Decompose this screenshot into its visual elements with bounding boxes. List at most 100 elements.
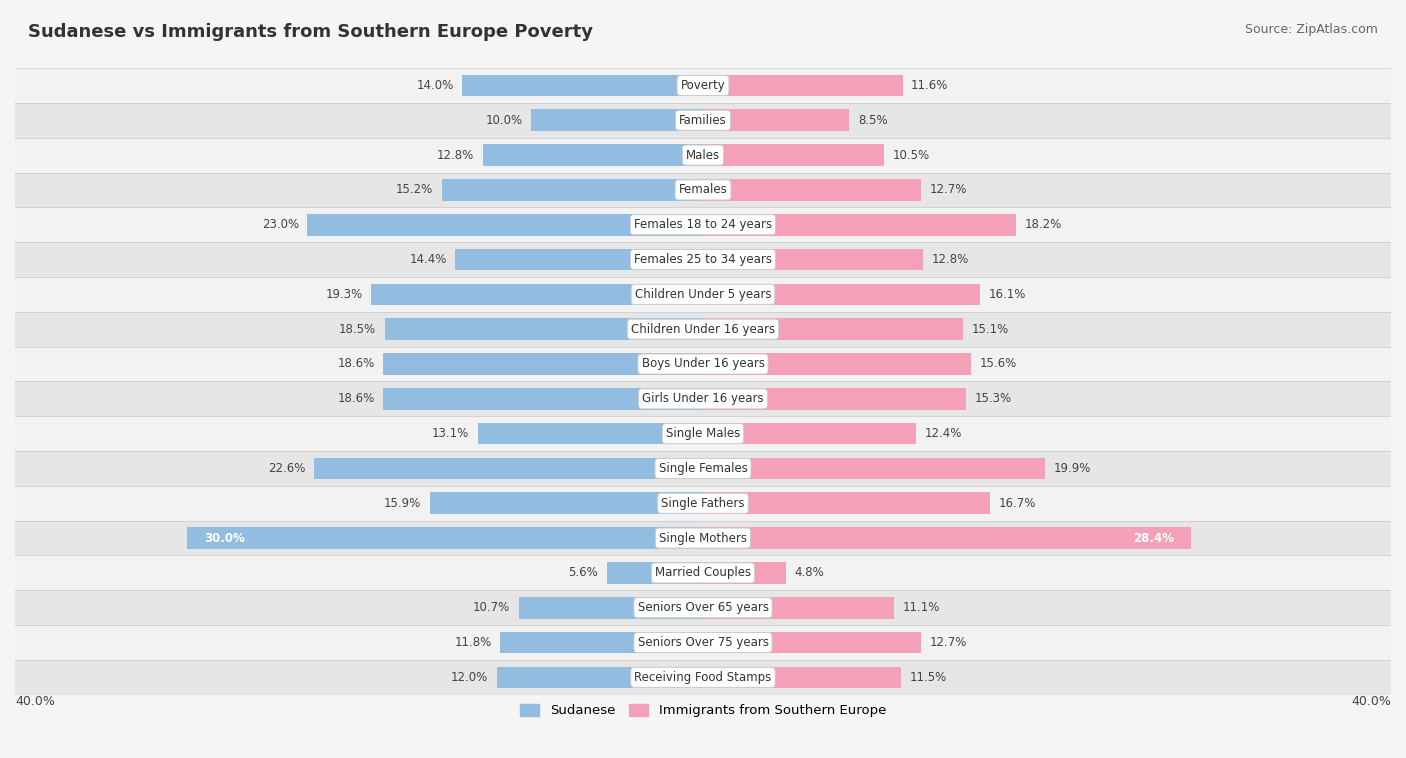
Text: 12.0%: 12.0% (451, 671, 488, 684)
Text: 30.0%: 30.0% (204, 531, 245, 544)
Text: Single Fathers: Single Fathers (661, 496, 745, 510)
Bar (482, 144, 703, 166)
Bar (15, 103, 1391, 138)
Text: Poverty: Poverty (681, 79, 725, 92)
Text: Receiving Food Stamps: Receiving Food Stamps (634, 671, 772, 684)
Bar (703, 179, 921, 201)
Bar (496, 666, 703, 688)
Text: Married Couples: Married Couples (655, 566, 751, 579)
Text: Females 18 to 24 years: Females 18 to 24 years (634, 218, 772, 231)
Text: 18.5%: 18.5% (339, 323, 377, 336)
Text: 10.7%: 10.7% (472, 601, 510, 614)
Bar (15, 68, 1391, 103)
Bar (315, 458, 703, 479)
Text: 8.5%: 8.5% (858, 114, 887, 127)
Legend: Sudanese, Immigrants from Southern Europe: Sudanese, Immigrants from Southern Europ… (515, 699, 891, 722)
Bar (187, 528, 703, 549)
Bar (441, 179, 703, 201)
Text: Girls Under 16 years: Girls Under 16 years (643, 393, 763, 406)
Bar (463, 75, 703, 96)
Text: 13.1%: 13.1% (432, 427, 470, 440)
Bar (703, 493, 990, 514)
Text: Seniors Over 75 years: Seniors Over 75 years (637, 636, 769, 649)
Text: Boys Under 16 years: Boys Under 16 years (641, 358, 765, 371)
Bar (385, 318, 703, 340)
Bar (382, 388, 703, 409)
Text: Females 25 to 34 years: Females 25 to 34 years (634, 253, 772, 266)
Text: 19.9%: 19.9% (1054, 462, 1091, 475)
Bar (703, 318, 963, 340)
Bar (371, 283, 703, 305)
Bar (703, 423, 917, 444)
Text: 18.2%: 18.2% (1025, 218, 1062, 231)
Bar (15, 346, 1391, 381)
Bar (703, 353, 972, 374)
Text: 40.0%: 40.0% (15, 695, 55, 709)
Text: 15.6%: 15.6% (980, 358, 1017, 371)
Text: Single Males: Single Males (666, 427, 740, 440)
Bar (382, 353, 703, 374)
Bar (703, 75, 903, 96)
Bar (15, 242, 1391, 277)
Bar (501, 631, 703, 653)
Text: Families: Families (679, 114, 727, 127)
Text: 15.2%: 15.2% (395, 183, 433, 196)
Text: 15.1%: 15.1% (972, 323, 1008, 336)
Text: 19.3%: 19.3% (325, 288, 363, 301)
Text: 14.4%: 14.4% (409, 253, 447, 266)
Text: Children Under 5 years: Children Under 5 years (634, 288, 772, 301)
Bar (519, 597, 703, 619)
Bar (15, 451, 1391, 486)
Bar (308, 214, 703, 236)
Text: 18.6%: 18.6% (337, 358, 374, 371)
Text: 28.4%: 28.4% (1133, 531, 1174, 544)
Bar (703, 249, 924, 271)
Bar (15, 381, 1391, 416)
Bar (703, 528, 1191, 549)
Bar (15, 660, 1391, 695)
Bar (606, 562, 703, 584)
Bar (429, 493, 703, 514)
Bar (15, 625, 1391, 660)
Bar (703, 597, 894, 619)
Bar (703, 109, 849, 131)
Text: 40.0%: 40.0% (1351, 695, 1391, 709)
Text: 12.4%: 12.4% (925, 427, 962, 440)
Bar (15, 312, 1391, 346)
Text: 12.8%: 12.8% (437, 149, 474, 161)
Text: Seniors Over 65 years: Seniors Over 65 years (637, 601, 769, 614)
Bar (15, 486, 1391, 521)
Text: 14.0%: 14.0% (416, 79, 454, 92)
Bar (703, 214, 1017, 236)
Text: 11.5%: 11.5% (910, 671, 946, 684)
Bar (15, 556, 1391, 590)
Text: 18.6%: 18.6% (337, 393, 374, 406)
Text: 10.0%: 10.0% (485, 114, 523, 127)
Text: Sudanese vs Immigrants from Southern Europe Poverty: Sudanese vs Immigrants from Southern Eur… (28, 23, 593, 41)
Text: 11.1%: 11.1% (903, 601, 939, 614)
Text: 11.8%: 11.8% (454, 636, 492, 649)
Text: Males: Males (686, 149, 720, 161)
Text: 12.7%: 12.7% (929, 636, 967, 649)
Text: 15.3%: 15.3% (974, 393, 1012, 406)
Text: 11.6%: 11.6% (911, 79, 949, 92)
Bar (15, 521, 1391, 556)
Text: Single Females: Single Females (658, 462, 748, 475)
Text: 16.7%: 16.7% (998, 496, 1036, 510)
Bar (15, 173, 1391, 208)
Bar (15, 590, 1391, 625)
Bar (456, 249, 703, 271)
Text: 12.7%: 12.7% (929, 183, 967, 196)
Text: 4.8%: 4.8% (794, 566, 824, 579)
Bar (703, 458, 1045, 479)
Bar (531, 109, 703, 131)
Text: 23.0%: 23.0% (262, 218, 299, 231)
Bar (703, 388, 966, 409)
Text: 16.1%: 16.1% (988, 288, 1026, 301)
Bar (703, 283, 980, 305)
Text: Source: ZipAtlas.com: Source: ZipAtlas.com (1244, 23, 1378, 36)
Text: 22.6%: 22.6% (269, 462, 305, 475)
Text: 5.6%: 5.6% (568, 566, 598, 579)
Bar (703, 562, 786, 584)
Text: 12.8%: 12.8% (932, 253, 969, 266)
